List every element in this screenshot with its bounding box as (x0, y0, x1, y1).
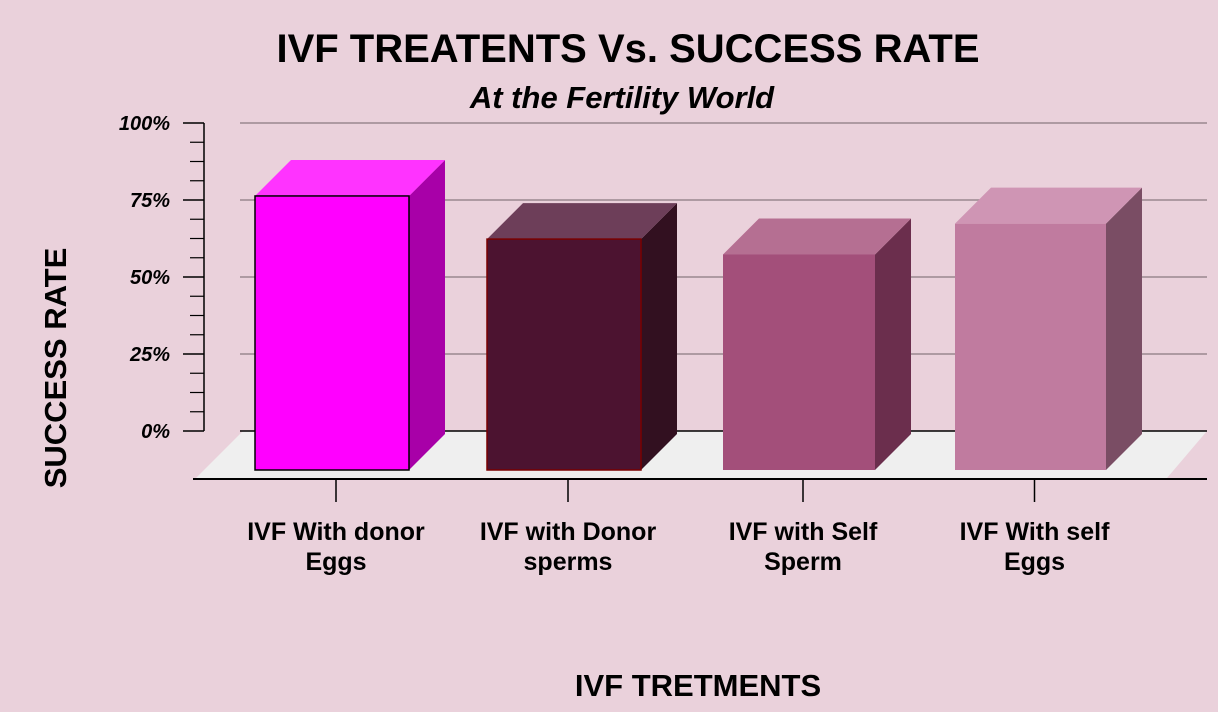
y-tick-label: 0% (141, 421, 170, 443)
bar-side (409, 159, 445, 470)
chart-subtitle: At the Fertility World (469, 80, 775, 115)
bar-top (955, 187, 1142, 224)
x-tick-label: IVF With donor Eggs (247, 518, 425, 576)
y-tick-label: 75% (130, 190, 170, 212)
bar-side (641, 203, 677, 470)
x-tick-label-line: sperms (524, 548, 613, 576)
x-tick-label-line: IVF with Self (729, 518, 878, 546)
x-tick-label-line: Sperm (764, 548, 842, 576)
bar (955, 223, 1106, 470)
floor (196, 431, 1207, 478)
chart-title: IVF TREATENTS Vs. SUCCESS RATE (276, 27, 979, 71)
x-tick-label-line: Eggs (305, 548, 366, 576)
x-tick-label-line: Eggs (1004, 548, 1065, 576)
x-tick-label: IVF with Donor sperms (480, 518, 657, 576)
y-tick-label: 25% (129, 344, 170, 366)
bar-top (255, 159, 445, 196)
bar-side (875, 218, 911, 470)
y-tick-label: 100% (119, 113, 170, 135)
bar (486, 238, 642, 471)
y-axis-label: SUCCESS RATE (38, 248, 73, 489)
y-tick-label: 50% (130, 267, 170, 289)
x-tick-label-line: IVF with Donor (480, 518, 657, 546)
x-tick-label: IVF with Self Sperm (729, 518, 878, 576)
x-tick-label-line: IVF With donor (247, 518, 425, 546)
bar (254, 195, 410, 471)
bar-side (1106, 187, 1142, 470)
x-tick-label: IVF With self Eggs (960, 518, 1110, 576)
x-axis-label: IVF TRETMENTS (575, 668, 821, 703)
bar-top (487, 203, 677, 240)
bar-top (723, 218, 911, 255)
bar (723, 254, 875, 470)
x-tick-label-line: IVF With self (960, 518, 1110, 546)
